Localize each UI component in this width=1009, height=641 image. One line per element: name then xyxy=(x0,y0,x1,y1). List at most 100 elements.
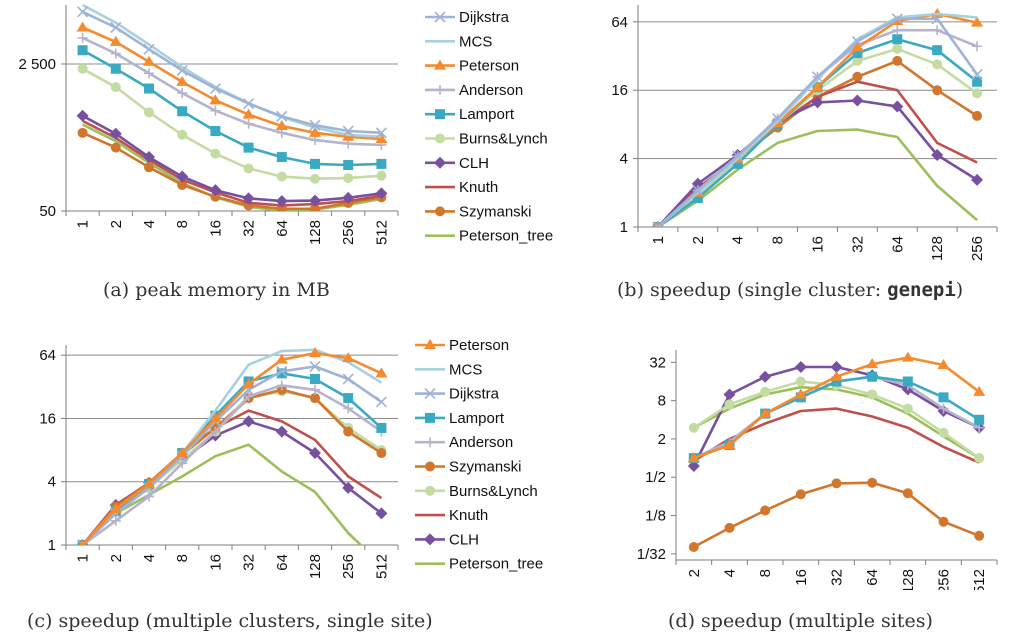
series-clh-point xyxy=(275,195,288,208)
y-tick-label: 64 xyxy=(39,347,56,364)
chart-c: 1 4 16 64 1 2 4 8 16 32 64 128 256 512 Peterson MCS Dijk… xyxy=(0,330,600,590)
legend-label-anderson: Anderson xyxy=(449,434,513,451)
series-peterson-tree-line xyxy=(657,128,978,227)
caption-b-suffix: ) xyxy=(955,279,964,301)
series-dijkstra-point xyxy=(209,82,221,95)
y-tick-label: 64 xyxy=(611,14,628,31)
series-anderson-line xyxy=(657,28,978,227)
x-tick-label: 1 xyxy=(75,554,92,562)
series-dijkstra-point xyxy=(276,110,288,122)
series-peterson-point xyxy=(973,385,986,396)
legend-label-peterson: Peterson xyxy=(449,337,509,354)
x-tick-label: 32 xyxy=(241,554,258,571)
y-tick-label: 32 xyxy=(649,354,666,371)
x-tick-label: 2 xyxy=(108,554,125,562)
series-szymanski-point xyxy=(867,477,878,488)
series-peterson-point xyxy=(937,359,950,370)
y-tick-label: 16 xyxy=(611,82,628,99)
series-anderson-line xyxy=(81,384,383,545)
series-clh xyxy=(76,109,388,208)
series-anderson-point xyxy=(972,41,983,52)
legend-label-clh: CLH xyxy=(459,155,489,172)
series-peterson-point xyxy=(76,21,89,32)
plot-area xyxy=(76,347,388,545)
series-dijkstra-point xyxy=(276,365,288,377)
series-dijkstra-line xyxy=(82,10,382,135)
series-szymanski-point xyxy=(892,55,903,66)
series-clh-point xyxy=(242,192,255,205)
series-lamport xyxy=(77,45,387,171)
series-lamport-point xyxy=(376,158,387,169)
series-peterson-point xyxy=(687,452,700,463)
legend-marker-dijkstra xyxy=(424,388,436,400)
series-burns-lynch-point xyxy=(110,82,121,93)
series-lamport-point xyxy=(902,376,913,387)
series-lamport-point xyxy=(376,422,387,433)
series-peterson xyxy=(79,347,388,545)
chart-a: 50 2 500 1 2 4 8 16 32 64 128 256 512 Dijkstra MCS Pet… xyxy=(0,0,600,270)
y-tick-label: 4 xyxy=(48,474,56,491)
legend-marker-clh xyxy=(424,533,436,546)
x-tick-label: 256 xyxy=(340,220,357,245)
legend-label-dijkstra: Dijkstra xyxy=(449,386,500,403)
caption-b: (b) speedup (single cluster: genepi) xyxy=(617,279,963,301)
series-peterson-point xyxy=(109,35,122,46)
series-szymanski-point xyxy=(376,448,387,459)
series-burns-lynch-point xyxy=(852,55,863,66)
series-szymanski-point xyxy=(688,542,699,553)
series-anderson-point xyxy=(243,118,254,129)
x-tick-label: 256 xyxy=(969,236,986,261)
series-burns-lynch-point xyxy=(77,63,88,74)
series-dijkstra-point xyxy=(652,221,664,227)
series-lamport-point xyxy=(276,152,287,163)
series-szymanski-point xyxy=(343,426,354,437)
series-clh-point xyxy=(931,149,944,162)
series-szymanski-point xyxy=(974,530,985,541)
series-dijkstra-point xyxy=(375,396,387,408)
series-peterson-point xyxy=(176,75,189,86)
series-szymanski-point xyxy=(177,179,188,190)
series-peterson-point xyxy=(375,132,388,143)
x-tick-label: 128 xyxy=(307,554,324,579)
series-peterson-tree-line xyxy=(693,385,980,460)
series-peterson-point xyxy=(309,126,321,137)
series-anderson-point xyxy=(110,515,121,526)
y-tick-label: 2 500 xyxy=(18,56,56,73)
x-tick-label: 8 xyxy=(174,220,191,228)
series-lamport-point xyxy=(867,371,878,382)
series-clh-point xyxy=(209,184,222,197)
series-dijkstra-point xyxy=(176,64,188,77)
series-anderson-point xyxy=(276,380,287,391)
series-dijkstra-point xyxy=(931,13,943,25)
x-tick-label: 64 xyxy=(274,220,291,237)
chart-b: 1 4 16 64 1 2 4 8 16 32 64 128 256 xyxy=(590,0,1009,270)
series-szymanski-point xyxy=(795,489,806,500)
series-clh-point xyxy=(811,96,824,109)
series-peterson-point xyxy=(811,81,824,92)
series-clh-point xyxy=(723,388,736,401)
legend-marker-lamport xyxy=(425,412,435,423)
series-clh-point xyxy=(76,109,89,122)
legend-label-szymanski: Szymanski xyxy=(449,459,522,476)
series-clh-point xyxy=(375,187,388,200)
legend: Peterson MCS Dijkstra Lamport Anderson Szyman… xyxy=(415,337,543,573)
series-burns-lynch-point xyxy=(144,107,154,118)
x-tick-label: 512 xyxy=(373,554,390,579)
series-lamport-point xyxy=(852,48,863,59)
series-mcs-line xyxy=(81,348,383,545)
series-szymanski-point xyxy=(77,127,88,138)
series-dijkstra-point xyxy=(971,68,983,81)
series-dijkstra-point xyxy=(811,71,824,83)
series-clh-point xyxy=(143,151,155,164)
legend-marker-lamport xyxy=(435,109,445,120)
series-dijkstra-point xyxy=(891,13,903,25)
series-anderson-line xyxy=(82,36,382,147)
series-lamport-point xyxy=(310,158,320,169)
series-peterson-tree-line xyxy=(81,443,363,545)
legend-label-burns-lynch: Burns&Lynch xyxy=(459,131,548,148)
x-tick-label: 128 xyxy=(929,236,946,261)
series-peterson-tree xyxy=(693,385,980,460)
series-lamport-point xyxy=(243,142,254,153)
x-tick-label: 2 xyxy=(108,220,125,228)
x-tick-label: 64 xyxy=(864,569,881,586)
